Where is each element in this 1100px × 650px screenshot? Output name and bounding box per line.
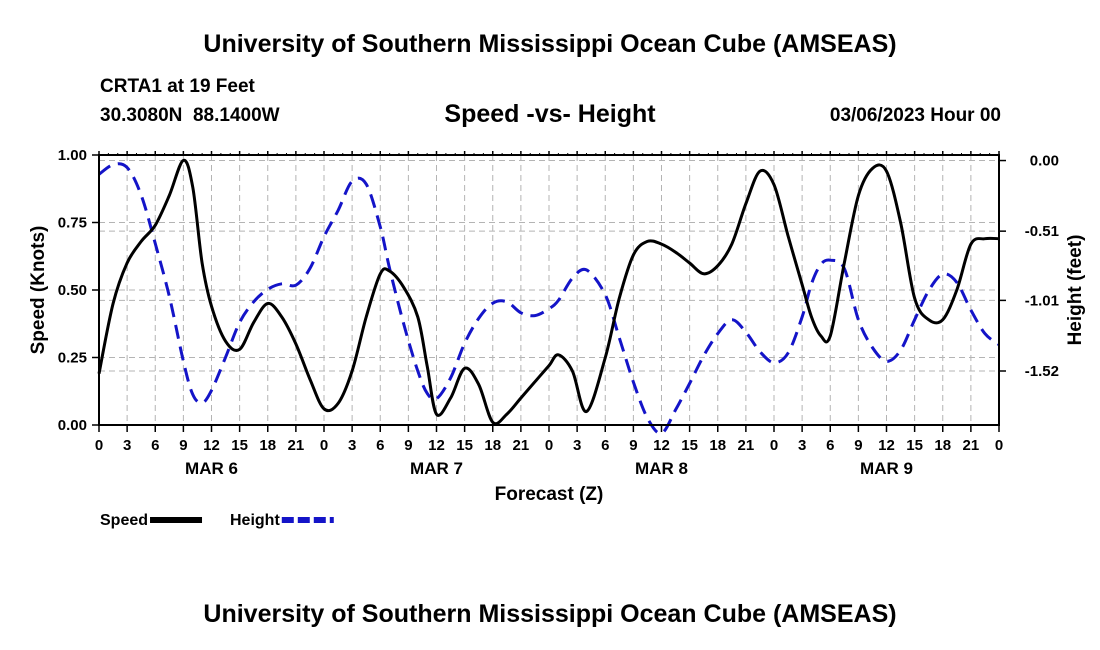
- x-tick-label: 9: [179, 437, 187, 454]
- x-tick-label: 15: [906, 437, 923, 454]
- x-tick-label: 12: [203, 437, 220, 454]
- x-tick-label: 9: [404, 437, 412, 454]
- x-tick-label: 21: [738, 437, 755, 454]
- datetime-label: 03/06/2023 Hour 00: [829, 105, 1001, 126]
- x-tick-label: 0: [770, 437, 778, 454]
- y2-tick-label: -1.01: [1025, 292, 1059, 309]
- x-axis-title: Forecast (Z): [495, 484, 604, 505]
- y-tick-label: 1.00: [58, 147, 87, 164]
- x-tick-label: 0: [320, 437, 328, 454]
- legend-label-height: Height: [230, 512, 280, 529]
- x-tick-label: 3: [348, 437, 356, 454]
- x-tick-label: 9: [629, 437, 637, 454]
- y-tick-label: 0.50: [58, 282, 87, 299]
- x-tick-label: 12: [653, 437, 670, 454]
- axes: 0 3 6 9 12 15 18 21 0 3 6 9 12 15 18 21 0 3 6 9 12 15 18 21 0 3 6 9…: [58, 147, 1059, 478]
- x-tick-label: 3: [123, 437, 131, 454]
- x-tick-label: 0: [995, 437, 1003, 454]
- x-tick-label: 21: [513, 437, 530, 454]
- x-tick-label: 3: [573, 437, 581, 454]
- x-tick-label: 21: [963, 437, 980, 454]
- x-tick-label: 18: [709, 437, 726, 454]
- station-label: CRTA1 at 19 Feet: [100, 76, 255, 97]
- x-tick-label: 18: [259, 437, 276, 454]
- x-tick-label: 15: [456, 437, 473, 454]
- y2-tick-label: -1.52: [1025, 363, 1059, 380]
- y-tick-label: 0.75: [58, 215, 87, 232]
- y2-axis-title: Height (feet): [1065, 235, 1086, 346]
- x-tick-label: 9: [854, 437, 862, 454]
- x-tick-label: 3: [798, 437, 806, 454]
- day-label: MAR 9: [860, 459, 913, 478]
- coordinates-label: 30.3080N 88.1400W: [100, 105, 280, 126]
- x-tick-label: 12: [428, 437, 445, 454]
- x-tick-label: 21: [288, 437, 305, 454]
- x-tick-label: 0: [545, 437, 553, 454]
- x-tick-label: 6: [376, 437, 384, 454]
- day-label: MAR 8: [635, 459, 688, 478]
- x-tick-label: 6: [151, 437, 159, 454]
- page-title-bottom: University of Southern Mississippi Ocean…: [203, 600, 897, 628]
- x-tick-label: 6: [601, 437, 609, 454]
- legend-label-speed: Speed: [100, 512, 148, 529]
- y-axis-title: Speed (Knots): [28, 226, 49, 355]
- series-layer: [97, 158, 1000, 435]
- x-tick-label: 18: [484, 437, 501, 454]
- y2-tick-label: -0.51: [1025, 223, 1059, 240]
- series-line-speed: [97, 158, 1000, 426]
- x-tick-label: 15: [231, 437, 248, 454]
- x-tick-label: 12: [878, 437, 895, 454]
- day-label: MAR 7: [410, 459, 463, 478]
- x-tick-label: 18: [934, 437, 951, 454]
- page-title-top: University of Southern Mississippi Ocean…: [203, 30, 897, 58]
- y-tick-label: 0.25: [58, 350, 87, 367]
- legend: Speed Height: [100, 512, 334, 529]
- y2-tick-label: 0.00: [1030, 153, 1059, 170]
- chart-title: Speed -vs- Height: [444, 100, 656, 128]
- y-tick-label: 0.00: [58, 417, 87, 434]
- gridlines: [99, 155, 999, 425]
- day-label: MAR 6: [185, 459, 238, 478]
- x-tick-label: 0: [95, 437, 103, 454]
- x-tick-label: 6: [826, 437, 834, 454]
- x-tick-label: 15: [681, 437, 698, 454]
